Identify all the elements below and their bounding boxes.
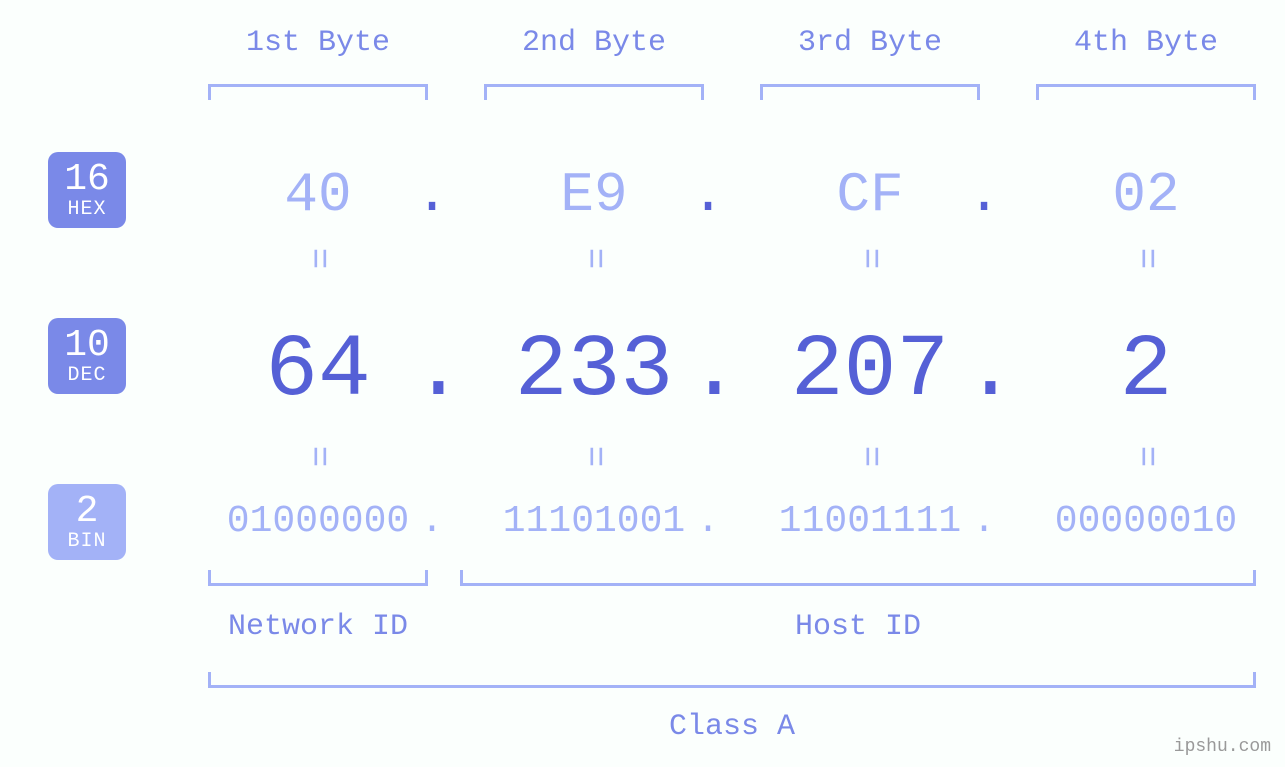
base-badge-bin: 2BIN [48, 484, 126, 560]
hex-value: 40 [208, 163, 428, 227]
byte-bracket-top [484, 84, 704, 100]
badge-number: 16 [64, 160, 110, 200]
dec-value: 233 [484, 322, 704, 421]
hex-value: 02 [1036, 163, 1256, 227]
id-bracket [460, 570, 1256, 586]
bin-value: 11101001 [484, 500, 704, 543]
equals-icon: = [1126, 437, 1167, 477]
dec-dot: . [964, 322, 1004, 421]
class-bracket [208, 672, 1256, 688]
bin-value: 00000010 [1036, 500, 1256, 543]
equals-icon: = [1126, 239, 1167, 279]
hex-dot: . [412, 163, 452, 227]
dec-value: 64 [208, 322, 428, 421]
dec-value: 207 [760, 322, 980, 421]
base-badge-hex: 16HEX [48, 152, 126, 228]
bin-dot: . [688, 500, 728, 543]
byte-header: 4th Byte [1036, 26, 1256, 60]
hex-value: CF [760, 163, 980, 227]
equals-icon: = [298, 239, 339, 279]
byte-header: 2nd Byte [484, 26, 704, 60]
byte-bracket-top [208, 84, 428, 100]
badge-label: DEC [67, 365, 106, 386]
equals-icon: = [850, 239, 891, 279]
hex-dot: . [964, 163, 1004, 227]
equals-icon: = [850, 437, 891, 477]
byte-bracket-top [1036, 84, 1256, 100]
dec-value: 2 [1036, 322, 1256, 421]
id-label: Host ID [460, 610, 1256, 644]
byte-header: 3rd Byte [760, 26, 980, 60]
badge-label: BIN [67, 531, 106, 552]
class-label: Class A [208, 710, 1256, 744]
hex-value: E9 [484, 163, 704, 227]
badge-number: 10 [64, 326, 110, 366]
badge-label: HEX [67, 199, 106, 220]
equals-icon: = [298, 437, 339, 477]
equals-icon: = [574, 239, 615, 279]
bin-dot: . [412, 500, 452, 543]
id-label: Network ID [208, 610, 428, 644]
bin-value: 01000000 [208, 500, 428, 543]
bin-value: 11001111 [760, 500, 980, 543]
dec-dot: . [412, 322, 452, 421]
hex-dot: . [688, 163, 728, 227]
badge-number: 2 [76, 492, 99, 532]
base-badge-dec: 10DEC [48, 318, 126, 394]
watermark: ipshu.com [1174, 737, 1271, 757]
equals-icon: = [574, 437, 615, 477]
byte-bracket-top [760, 84, 980, 100]
bin-dot: . [964, 500, 1004, 543]
dec-dot: . [688, 322, 728, 421]
byte-header: 1st Byte [208, 26, 428, 60]
id-bracket [208, 570, 428, 586]
